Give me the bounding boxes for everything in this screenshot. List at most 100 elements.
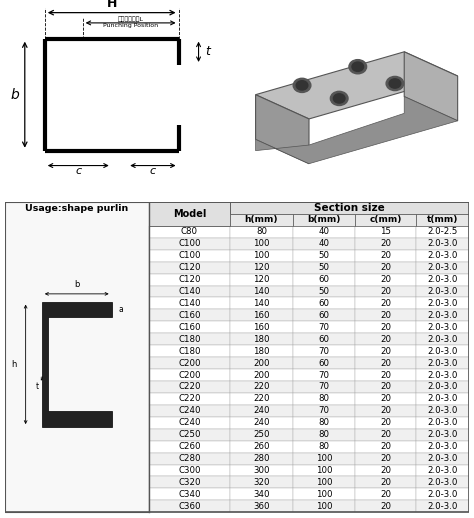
Text: 2.0-3.0: 2.0-3.0 (428, 370, 458, 380)
Bar (149, 333, 230, 345)
Text: 20: 20 (380, 466, 391, 475)
Text: 20: 20 (380, 490, 391, 499)
Bar (293, 321, 356, 333)
Text: 140: 140 (253, 299, 270, 308)
Text: 240: 240 (253, 418, 270, 427)
Bar (230, 321, 293, 333)
Bar (293, 214, 356, 226)
Bar (416, 250, 469, 262)
Text: 70: 70 (319, 406, 329, 415)
Bar (230, 285, 293, 297)
Text: 240: 240 (253, 406, 270, 415)
Bar (356, 238, 416, 250)
Text: 70: 70 (319, 323, 329, 332)
Bar (356, 417, 416, 429)
Bar (356, 357, 416, 369)
Circle shape (296, 81, 308, 90)
Text: 20: 20 (380, 454, 391, 463)
Text: 120: 120 (253, 275, 270, 284)
Polygon shape (255, 52, 457, 119)
Text: C100: C100 (178, 239, 201, 248)
Bar (293, 405, 356, 417)
Text: 20: 20 (380, 418, 391, 427)
Text: C320: C320 (178, 478, 201, 487)
Text: 80: 80 (319, 430, 329, 439)
Text: 2.0-3.0: 2.0-3.0 (428, 347, 458, 356)
Text: C120: C120 (178, 275, 201, 284)
Text: 100: 100 (316, 478, 332, 487)
Bar (230, 274, 293, 285)
Bar (230, 453, 293, 465)
Bar (230, 465, 293, 477)
Bar (356, 453, 416, 465)
Circle shape (389, 79, 401, 88)
Bar (293, 226, 356, 238)
Bar (416, 285, 469, 297)
Text: 220: 220 (253, 394, 270, 404)
Text: 160: 160 (253, 323, 270, 332)
Bar (416, 477, 469, 488)
Bar (356, 214, 416, 226)
Text: 20: 20 (380, 323, 391, 332)
Text: 20: 20 (380, 394, 391, 404)
Circle shape (330, 91, 348, 106)
Bar (149, 321, 230, 333)
Bar (416, 405, 469, 417)
Text: Model: Model (173, 209, 206, 219)
Text: 60: 60 (319, 335, 329, 344)
Bar (149, 488, 230, 500)
Text: 300: 300 (253, 466, 270, 475)
Bar (356, 465, 416, 477)
Text: 320: 320 (253, 478, 270, 487)
Bar (149, 369, 230, 381)
Bar (230, 477, 293, 488)
Bar (149, 477, 230, 488)
Text: 180: 180 (253, 347, 270, 356)
Bar (230, 357, 293, 369)
Polygon shape (255, 95, 309, 164)
Bar (416, 333, 469, 345)
Text: 2.0-2.5: 2.0-2.5 (428, 227, 458, 236)
Circle shape (293, 78, 311, 92)
Text: 2.0-3.0: 2.0-3.0 (428, 275, 458, 284)
Text: 60: 60 (319, 358, 329, 368)
Bar (416, 357, 469, 369)
Text: Punching Position: Punching Position (103, 23, 158, 28)
Bar (293, 262, 356, 274)
Text: 20: 20 (380, 430, 391, 439)
Text: c(mm): c(mm) (369, 215, 402, 224)
Text: 20: 20 (380, 370, 391, 380)
Text: 200: 200 (253, 358, 270, 368)
Bar (356, 297, 416, 309)
Bar (149, 202, 230, 226)
Bar (149, 357, 230, 369)
Text: C280: C280 (178, 454, 201, 463)
Text: h(mm): h(mm) (245, 215, 278, 224)
Text: 2.0-3.0: 2.0-3.0 (428, 239, 458, 248)
Bar (356, 405, 416, 417)
Bar (356, 500, 416, 512)
Bar (416, 393, 469, 405)
Text: C240: C240 (178, 406, 201, 415)
Text: 80: 80 (319, 394, 329, 404)
Circle shape (333, 94, 345, 103)
Text: Section size: Section size (314, 203, 385, 213)
Bar (230, 381, 293, 393)
Text: 50: 50 (319, 287, 329, 296)
Bar (149, 500, 230, 512)
Polygon shape (404, 52, 457, 121)
Bar (149, 250, 230, 262)
Bar (356, 369, 416, 381)
Text: 20: 20 (380, 347, 391, 356)
Bar (149, 274, 230, 285)
Bar (416, 262, 469, 274)
Text: 2.0-3.0: 2.0-3.0 (428, 382, 458, 392)
Text: 20: 20 (380, 335, 391, 344)
Bar (293, 369, 356, 381)
Bar (356, 321, 416, 333)
Text: 40: 40 (319, 239, 329, 248)
Bar (293, 297, 356, 309)
Text: C100: C100 (178, 251, 201, 260)
Bar (149, 405, 230, 417)
Bar (149, 297, 230, 309)
